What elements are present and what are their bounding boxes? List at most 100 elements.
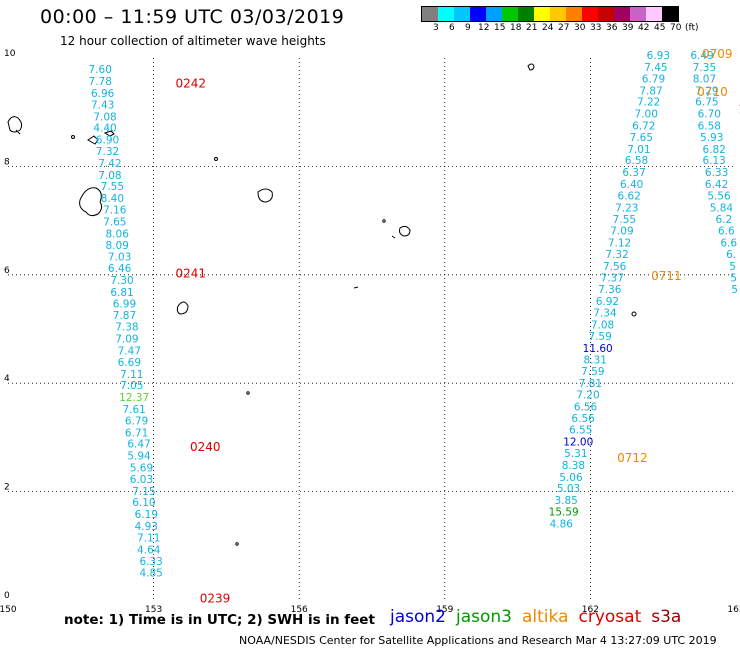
- wave-height-value: 7.45: [644, 62, 667, 74]
- note-text: note: 1) Time is in UTC; 2) SWH is in fe…: [64, 612, 375, 628]
- wave-height-value: 7.43: [91, 99, 114, 111]
- wave-height-value: 6.6: [718, 226, 735, 238]
- coastlines: [7, 63, 637, 546]
- color-swatch-2: [454, 7, 470, 21]
- coast-island-e: [176, 301, 189, 315]
- color-swatch-7: [534, 7, 550, 21]
- wave-height-value: 6.33: [705, 167, 728, 179]
- color-scale-label: 39: [622, 23, 634, 33]
- coast-island-b: [103, 130, 115, 137]
- wave-height-value: 7.22: [637, 97, 660, 109]
- wave-height-value: 6.2: [716, 214, 733, 226]
- pass-time-label: 0710: [697, 85, 728, 99]
- color-scale-label: 6: [449, 23, 455, 33]
- x-tick-label: 156: [291, 605, 308, 615]
- wave-height-value: 6.70: [698, 109, 721, 121]
- wave-height-value: 5.69: [130, 463, 153, 475]
- color-swatch-10: [582, 7, 598, 21]
- wave-height-value: 6.75: [695, 97, 718, 109]
- wave-height-value: 7.38: [115, 322, 138, 334]
- wave-height-value: 6.99: [113, 298, 136, 310]
- wave-height-value: 7.60: [89, 64, 112, 76]
- color-scale-label: 27: [558, 23, 570, 33]
- color-scale-label: 9: [465, 23, 471, 33]
- color-scale-label: 33: [590, 23, 602, 33]
- pass-time-label: 0240: [190, 440, 221, 454]
- wave-height-value: 7.61: [122, 404, 145, 416]
- wave-height-value: 7.56: [603, 261, 627, 273]
- x-tick-label: 159: [436, 605, 453, 615]
- wave-height-value: 7.36: [598, 284, 622, 296]
- color-swatch-13: [630, 7, 646, 21]
- wave-height-value: 7.08: [98, 170, 121, 182]
- wave-height-value: 7.42: [98, 158, 121, 170]
- wave-height-value: 7.34: [593, 308, 617, 320]
- wave-height-value: 6.81: [110, 287, 133, 299]
- color-scale-label: 21: [526, 23, 538, 33]
- wave-height-value: 7.78: [89, 76, 112, 88]
- legend-s3a: s3a: [651, 607, 682, 627]
- wave-height-value: 7.11: [137, 532, 160, 544]
- wave-height-value: 7.32: [605, 249, 628, 261]
- legend-altika: altika: [522, 607, 569, 627]
- wave-height-value: 5.31: [564, 448, 587, 460]
- wave-height-value: 6.47: [127, 439, 150, 451]
- wave-height-value: 5.56: [707, 190, 731, 202]
- axis-tick-labels: 150 153 156 159 162 165 10 8 6 4 2 0: [0, 49, 740, 615]
- wave-height-value: 7.59: [588, 331, 611, 343]
- wave-height-value: 6.13: [702, 155, 725, 167]
- wave-height-value: 4.85: [139, 568, 162, 580]
- color-swatch-11: [598, 7, 614, 21]
- wave-height-value: 7.12: [608, 238, 631, 250]
- wave-height-value: 7.20: [576, 389, 599, 401]
- wave-height-value: 6.40: [620, 179, 643, 191]
- y-tick-label: 4: [4, 374, 10, 384]
- wave-height-value: 11.60: [583, 343, 613, 355]
- color-scale-label: 12: [478, 23, 490, 33]
- coast-islet-2: [214, 157, 218, 161]
- color-scale-label: 24: [542, 23, 554, 33]
- coast-island-f: [391, 225, 411, 239]
- color-swatch-4: [486, 7, 502, 21]
- wave-height-value: 4.64: [137, 544, 161, 556]
- color-swatch-14: [646, 7, 662, 21]
- coast-islet-4: [246, 391, 250, 395]
- x-tick-label: 162: [582, 605, 599, 615]
- map-grid: [8, 58, 736, 600]
- wave-height-value: 6.71: [125, 427, 148, 439]
- color-scale-label: 3: [433, 23, 439, 33]
- wave-height-value: 8.40: [101, 193, 124, 205]
- wave-height-value: 4.93: [135, 521, 158, 533]
- pass-time-label: 0242: [175, 76, 206, 90]
- wave-height-value: 6.92: [596, 296, 619, 308]
- wave-height-value: 6.37: [622, 167, 645, 179]
- wave-height-value: 6.62: [618, 190, 641, 202]
- satellite-legend: jason2 jason3 altika cryosat s3a: [390, 607, 691, 627]
- wave-height-value: 5: [730, 272, 737, 284]
- wave-height-value: 5: [731, 284, 738, 296]
- wave-height-value: 8.07: [693, 73, 716, 85]
- x-tick-label: 150: [0, 605, 17, 615]
- color-swatch-9: [566, 7, 582, 21]
- wave-height-value: 6.03: [130, 474, 153, 486]
- wave-height-value: 6.79: [125, 415, 148, 427]
- wave-height-value: 7.23: [615, 202, 638, 214]
- coast-island-c: [79, 187, 103, 217]
- wave-height-value: 7.87: [113, 310, 136, 322]
- wave-height-value: 7.35: [693, 62, 716, 74]
- wave-height-value: 7.59: [581, 366, 604, 378]
- y-tick-label: 2: [4, 483, 10, 493]
- color-scale-label: 70: [670, 23, 682, 33]
- wave-height-value: 7.09: [115, 334, 138, 346]
- wave-height-value: 7.47: [118, 345, 141, 357]
- color-swatch-3: [470, 7, 486, 21]
- color-scale-label: 45: [654, 23, 666, 33]
- coast-island-g: [527, 63, 535, 71]
- color-scale-bar: [421, 6, 679, 22]
- wave-height-value: 8.31: [584, 355, 607, 367]
- wave-height-value: 7.05: [120, 380, 143, 392]
- legend-jason2: jason2: [390, 607, 446, 627]
- color-swatch-0: [422, 7, 438, 21]
- wave-height-value: 3.85: [554, 495, 577, 507]
